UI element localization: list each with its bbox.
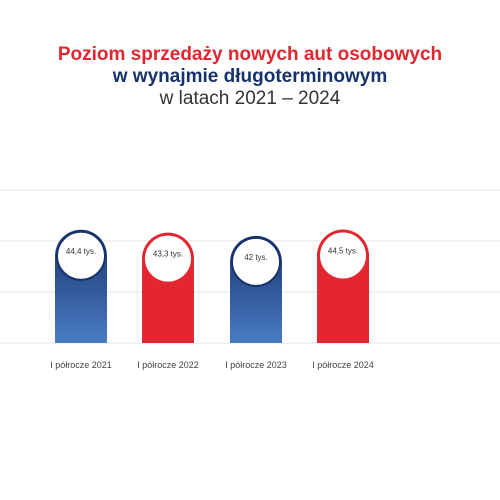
bar-label-badge-3 xyxy=(231,236,281,287)
data-label-4: 44,5 tys. xyxy=(328,247,358,256)
chart-title: Poziom sprzedaży nowych aut osobowych w … xyxy=(0,44,500,110)
bar-label-badge-2 xyxy=(143,233,193,284)
title-line-1: Poziom sprzedaży nowych aut osobowych xyxy=(57,44,443,65)
bars: 44,4 tys. 43,3 tys. 42 tys. 44,5 tys. xyxy=(55,229,369,343)
category-label-2: I półrocze 2022 xyxy=(137,360,199,370)
tick-labels: I półrocze 2021 I półrocze 2022 I półrocze… xyxy=(50,360,374,370)
data-label-2: 43,3 tys. xyxy=(153,250,183,259)
title-line-2: w wynajmie długoterminowym xyxy=(112,66,388,87)
title-line-3: w latach 2021 – 2024 xyxy=(159,88,341,109)
data-label-1: 44,4 tys. xyxy=(66,247,96,256)
category-label-1: I półrocze 2021 xyxy=(50,360,112,370)
data-label-3: 42 tys. xyxy=(244,253,268,262)
category-label-4: I półrocze 2024 xyxy=(312,360,374,370)
bar-label-badge-4 xyxy=(318,230,368,281)
bar-label-badge-1 xyxy=(56,230,106,281)
category-label-3: I półrocze 2023 xyxy=(225,360,287,370)
